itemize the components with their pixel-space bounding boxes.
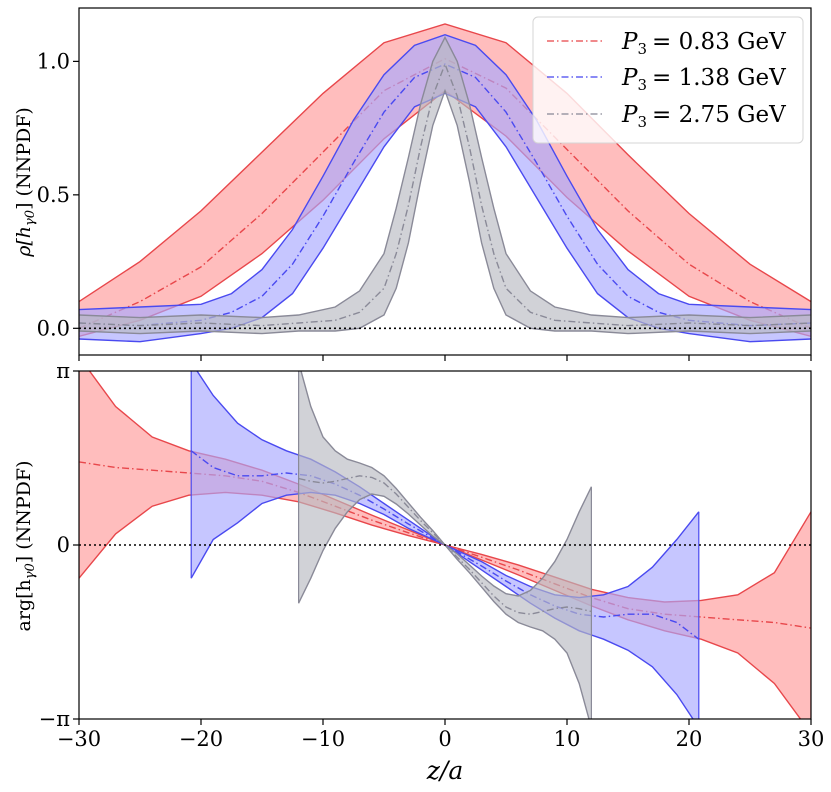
xtick-label-5: 20 [676,727,703,751]
top-ytick-label-0: 0.0 [37,316,70,340]
bottom-ytick-label-1: 0 [57,533,70,557]
xtick-label-1: −20 [179,727,223,751]
legend-label-2: P3 = 2.75 GeV [621,102,786,131]
bottom-y-axis-label: arg[hγ0] (NNPDF) [13,460,38,631]
xtick-label-2: −10 [301,727,345,751]
legend-label-1: P3 = 1.38 GeV [621,65,786,94]
x-axis-label: z/a [426,756,464,785]
legend-box [532,16,804,144]
top-ylabel-sub: γ0 [23,210,38,226]
legend: P3 = 0.83 GeV P3 = 1.38 GeV P3 = 2.75 GeV [532,16,804,144]
top-band-upper-edge-2 [79,35,811,319]
top-band-lower-edge-2 [79,88,811,335]
top-central-line-2 [79,62,811,327]
xtick-label-3: 0 [438,727,451,751]
legend-label-0: P3 = 0.83 GeV [621,29,786,58]
bottom-ylabel-sub: γ0 [23,563,38,579]
top-ylabel-end: ] (NNPDF) [13,107,35,210]
top-ticks: 0.0 0.5 1.0 [37,49,812,361]
top-ytick-label-2: 1.0 [37,49,70,73]
bottom-ytick-label-2: π [56,359,70,383]
xtick-label-6: 30 [798,727,825,751]
bottom-ylabel-main: arg[h [13,579,35,631]
xtick-label-4: 10 [554,727,581,751]
xtick-label-0: −30 [57,727,101,751]
top-bands [79,23,811,343]
legend-entry-1: P3 = 1.38 GeV [547,65,786,94]
bottom-ticks: −π 0 π −30 −20 −10 0 10 20 30 [39,359,825,751]
top-band-upper-edge-0 [79,23,811,303]
legend-entry-2: P3 = 2.75 GeV [547,102,786,131]
legend-entry-0: P3 = 0.83 GeV [547,29,786,58]
top-ytick-label-1: 0.5 [37,183,70,207]
top-y-axis-label: ρ[hγ0] (NNPDF) [13,107,38,258]
bottom-ytick-label-0: −π [39,707,71,731]
top-ylabel-main: ρ[h [13,226,35,258]
bottom-ylabel-end: ] (NNPDF) [13,460,35,563]
top-band-1 [79,34,811,342]
top-band-upper-edge-1 [79,33,811,311]
bottom-panel: −π 0 π −30 −20 −10 0 10 20 30 arg[hγ0] (NNPDF) z/… [13,359,825,785]
top-panel: 0.0 0.5 1.0 ρ[hγ0] (NNPDF) P3 = 0.83 GeV P3… [13,7,812,361]
